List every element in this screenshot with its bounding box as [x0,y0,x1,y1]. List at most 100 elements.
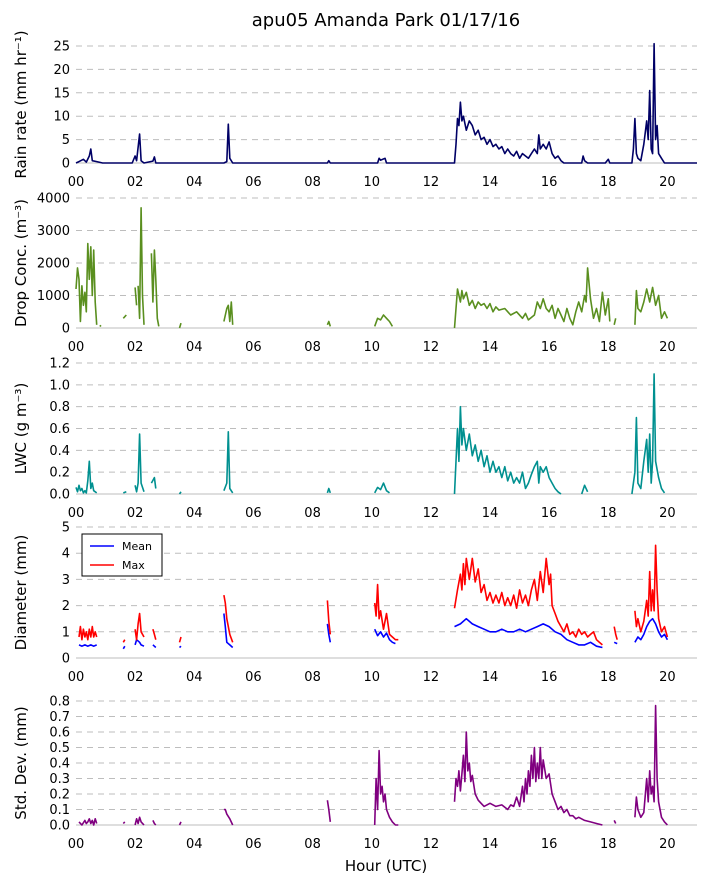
x-tick-label: 08 [304,175,321,190]
x-tick-label: 14 [482,175,499,190]
y-tick-label: 15 [53,86,70,101]
series-line-mean [178,645,182,649]
series-line-1 [326,800,332,822]
panel-2: 0 1000 2000 3000 4000 00 02 04 06 08 10 12 14 16 18 20 D… [12,192,697,355]
legend-label: Max [122,559,145,572]
x-tick-label: 18 [600,670,617,685]
series-line-mean [122,645,126,650]
y-tick-label: 2000 [37,257,70,272]
series-line-1 [150,249,160,327]
series-line-mean [326,623,332,643]
series-line-1 [634,704,668,826]
series-line-1 [453,267,611,329]
series-line-1 [134,287,138,306]
panel-3: 0.0 0.2 0.4 0.6 0.8 1.0 1.2 00 02 04 06 08 10 12 14 16 1… [12,357,697,521]
y-tick-label: 0.8 [49,695,70,710]
series-line-max [122,639,126,643]
x-tick-label: 06 [245,175,262,190]
y-tick-label: 10 [53,110,70,125]
x-tick-label: 02 [127,837,144,852]
x-tick-label: 14 [482,340,499,355]
y-tick-label: 0.8 [49,400,70,415]
series-line-max [223,594,234,643]
y-tick-label: 4 [62,547,70,562]
x-tick-label: 14 [482,670,499,685]
series-line-mean [454,617,603,649]
series-line-1 [453,731,603,826]
series-line-1 [326,487,332,494]
y-tick-label: 0.0 [49,488,70,503]
series-line-1 [178,821,182,826]
x-tick-label: 04 [186,506,203,521]
x-tick-label: 08 [304,670,321,685]
x-tick-label: 10 [363,506,380,521]
series-line-1 [123,491,127,494]
x-tick-label: 16 [541,506,558,521]
series-line-1 [137,207,145,325]
series-line-1 [373,749,399,826]
x-tick-label: 20 [659,175,676,190]
y-tick-label: 0.2 [49,788,70,803]
x-tick-label: 02 [127,175,144,190]
x-tick-label: 20 [659,837,676,852]
y-tick-label: 0.7 [49,710,70,725]
y-tick-label: 0 [62,157,70,172]
x-tick-label: 06 [245,506,262,521]
series-line-1 [75,42,697,164]
y-axis-label: Diameter (mm) [12,535,30,651]
series-line-max [152,628,157,640]
series-line-1 [326,320,332,327]
series-line-1 [223,301,234,325]
y-tick-label: 2 [62,599,70,614]
x-tick-label: 12 [423,670,440,685]
y-tick-label: 5 [62,521,70,536]
legend-label: Mean [122,540,152,553]
y-tick-label: 5 [62,133,70,148]
x-tick-label: 04 [186,340,203,355]
x-tick-label: 16 [541,340,558,355]
series-line-1 [373,314,394,327]
series-line-max [134,612,145,641]
x-tick-label: 02 [127,670,144,685]
y-tick-label: 0 [62,652,70,667]
x-tick-label: 02 [127,506,144,521]
series-line-1 [78,818,98,826]
panel-5: 0.00.10.20.30.40.50.60.70.8 00 02 04 06 08 10 1… [12,695,697,852]
x-tick-label: 20 [659,670,676,685]
y-axis-label: LWC (g m⁻³) [12,383,30,475]
y-tick-label: 1000 [37,289,70,304]
series-line-mean [373,628,396,645]
x-tick-label: 04 [186,670,203,685]
x-tick-label: 14 [482,837,499,852]
series-line-1 [178,322,182,329]
series-line-1 [634,286,669,325]
series-line-max [453,557,603,646]
series-line-1 [99,324,102,328]
x-tick-label: 00 [68,340,85,355]
y-tick-label: 1.0 [49,378,70,393]
x-tick-label: 06 [245,670,262,685]
y-axis-label: Rain rate (mm hr⁻¹) [12,30,30,178]
series-line-mean [223,613,234,649]
x-tick-label: 04 [186,175,203,190]
x-tick-label: 10 [363,670,380,685]
panel-1: 0 5 10 15 20 25 00 02 04 06 08 10 12 14 16 18 20 Rain rat… [12,30,697,190]
series-line-mean [78,644,98,647]
series-line-1 [122,314,127,319]
x-tick-label: 10 [363,837,380,852]
series-line-1 [150,476,157,489]
series-line-mean [613,641,618,645]
y-tick-label: 0.2 [49,466,70,481]
y-tick-label: 25 [53,40,70,55]
x-tick-label: 18 [600,837,617,852]
x-tick-label: 06 [245,837,262,852]
x-tick-label: 08 [304,837,321,852]
x-tick-label: 00 [68,670,85,685]
x-tick-label: 18 [600,340,617,355]
y-tick-label: 0 [62,322,70,337]
x-tick-label: 10 [363,175,380,190]
x-tick-label: 16 [541,837,558,852]
series-line-mean [634,617,669,643]
